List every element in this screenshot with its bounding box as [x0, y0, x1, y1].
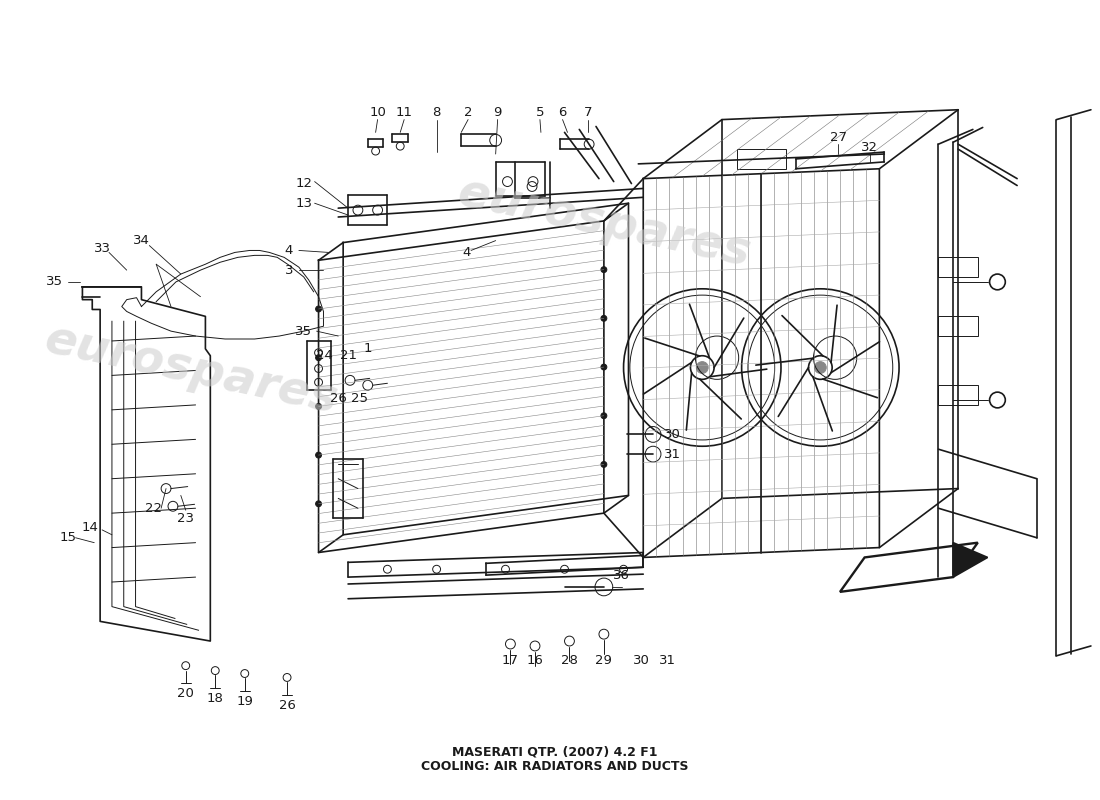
Text: 19: 19: [236, 694, 253, 707]
Text: 13: 13: [295, 197, 312, 210]
Text: eurospares: eurospares: [40, 318, 341, 423]
Bar: [938, 316, 978, 336]
Text: 32: 32: [861, 141, 878, 154]
Circle shape: [814, 362, 826, 374]
Text: 31: 31: [664, 448, 681, 461]
Text: 21: 21: [340, 350, 356, 362]
Text: 20: 20: [177, 686, 195, 700]
Text: 26: 26: [330, 391, 346, 405]
Text: 3: 3: [285, 264, 294, 277]
Text: 9: 9: [494, 106, 502, 119]
Bar: [938, 386, 978, 405]
Text: eurospares: eurospares: [453, 170, 755, 276]
Text: 25: 25: [351, 391, 369, 405]
Text: 2: 2: [464, 106, 472, 119]
Text: 6: 6: [559, 106, 566, 119]
Circle shape: [601, 364, 607, 370]
Circle shape: [316, 354, 321, 361]
Bar: [737, 149, 785, 169]
Text: 30: 30: [632, 654, 650, 667]
Text: 23: 23: [177, 511, 195, 525]
Text: 29: 29: [595, 654, 613, 667]
Text: 8: 8: [432, 106, 441, 119]
Text: 22: 22: [145, 502, 162, 514]
Text: 34: 34: [133, 234, 150, 247]
Text: 35: 35: [46, 275, 64, 289]
Circle shape: [316, 306, 321, 312]
Text: 24: 24: [316, 350, 333, 362]
Text: 36: 36: [613, 569, 630, 582]
Text: 7: 7: [584, 106, 593, 119]
Text: 17: 17: [502, 654, 519, 667]
Text: 4: 4: [285, 244, 294, 257]
Text: 12: 12: [295, 177, 312, 190]
Circle shape: [601, 266, 607, 273]
Text: 35: 35: [295, 325, 312, 338]
Text: 16: 16: [527, 654, 543, 667]
Text: 27: 27: [829, 130, 847, 144]
Circle shape: [601, 413, 607, 418]
Text: 18: 18: [207, 692, 223, 705]
Circle shape: [601, 462, 607, 467]
Text: 31: 31: [659, 654, 676, 667]
Circle shape: [316, 452, 321, 458]
Circle shape: [601, 315, 607, 322]
Bar: [938, 258, 978, 277]
Circle shape: [316, 501, 321, 506]
Text: 28: 28: [561, 654, 578, 667]
Text: 10: 10: [370, 106, 386, 119]
Text: MASERATI QTP. (2007) 4.2 F1
COOLING: AIR RADIATORS AND DUCTS: MASERATI QTP. (2007) 4.2 F1 COOLING: AIR…: [421, 745, 689, 773]
Text: 1: 1: [363, 342, 372, 355]
Text: 11: 11: [396, 106, 412, 119]
Text: 5: 5: [536, 106, 544, 119]
Circle shape: [316, 403, 321, 410]
Text: 30: 30: [664, 428, 681, 441]
Text: 26: 26: [278, 698, 296, 711]
Text: 15: 15: [59, 531, 76, 544]
Polygon shape: [954, 542, 988, 577]
Circle shape: [696, 362, 708, 374]
Text: 33: 33: [94, 242, 111, 255]
Text: 14: 14: [81, 522, 99, 534]
Text: 4: 4: [462, 246, 471, 259]
